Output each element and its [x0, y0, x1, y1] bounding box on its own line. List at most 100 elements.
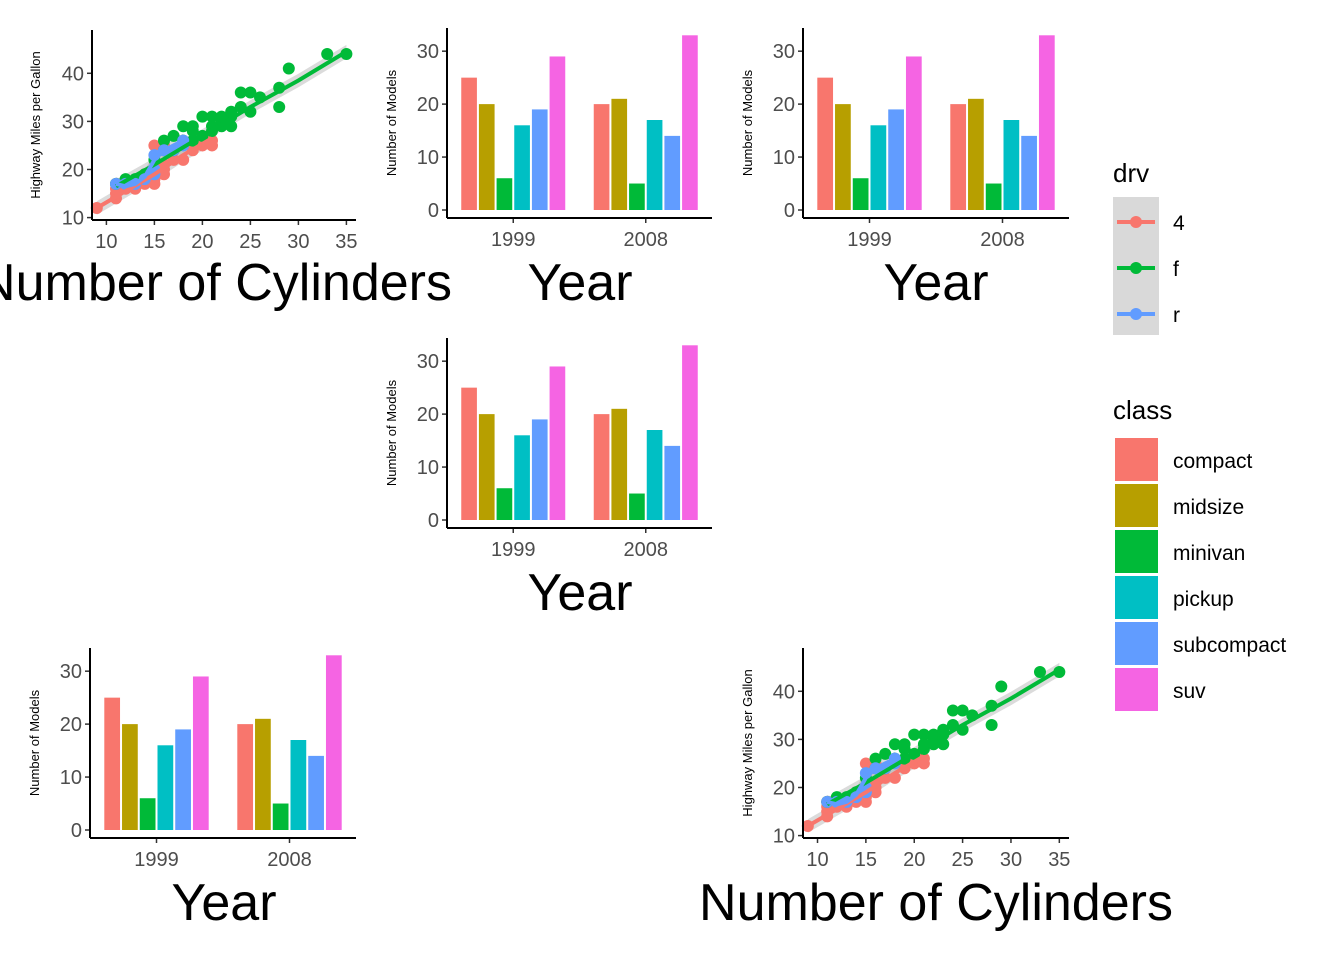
y-tick-label: 10	[773, 147, 795, 169]
bar-subcompact-1999	[888, 109, 904, 210]
x-tick-label: 15	[143, 231, 165, 253]
point-f	[1053, 666, 1066, 679]
point-4	[859, 757, 872, 770]
x-tick-label: 1999	[134, 849, 179, 871]
point-f	[985, 718, 998, 731]
bar-midsize-2008	[255, 718, 271, 830]
bar-subcompact-2008	[664, 445, 681, 520]
x-tick-label: 2008	[980, 229, 1025, 251]
bar-compact-2008	[593, 414, 610, 520]
bar-subcompact-1999	[531, 419, 548, 520]
bar-compact-1999	[461, 387, 477, 520]
x-tick-label: 30	[1000, 849, 1022, 871]
bar-midsize-2008	[611, 408, 628, 520]
bar-minivan-2008	[272, 803, 289, 830]
bar-pickup-1999	[514, 125, 530, 210]
x-tick-label: 20	[903, 849, 925, 871]
x-tick-label: 25	[239, 231, 261, 253]
point-4	[206, 134, 218, 147]
legend-class-label-suv: suv	[1173, 680, 1206, 703]
y-tick-label: 0	[784, 200, 795, 222]
bar-compact-2008	[237, 724, 254, 830]
x-tick-label: 20	[191, 231, 213, 253]
y-tick-label: 20	[417, 404, 439, 426]
legend-class-label-subcompact: subcompact	[1173, 634, 1286, 657]
y-tick-label: 20	[773, 94, 795, 116]
legend-class-key-suv	[1115, 668, 1158, 711]
bar-pickup-2008	[646, 430, 663, 520]
point-f	[234, 86, 247, 99]
y-axis-label: Number of Models	[27, 689, 42, 796]
y-tick-label: 20	[62, 159, 84, 181]
point-f	[244, 86, 257, 99]
x-tick-label: 25	[951, 849, 973, 871]
y-tick-label: 0	[71, 820, 82, 842]
y-tick-label: 30	[60, 661, 82, 683]
point-f	[206, 110, 218, 123]
point-f	[215, 110, 228, 123]
legend-class-label-pickup: pickup	[1173, 588, 1234, 611]
bar-suv-1999	[192, 676, 209, 830]
legend-drv-key-point-f	[1130, 262, 1142, 274]
y-axis-label: Highway Miles per Gallon	[28, 51, 43, 198]
bar-compact-1999	[817, 77, 834, 210]
bar-subcompact-2008	[308, 755, 324, 830]
bar-suv-2008	[1038, 35, 1055, 211]
bar-minivan-1999	[496, 488, 513, 520]
bar-compact-2008	[593, 104, 610, 210]
bar-pickup-1999	[514, 435, 530, 520]
x-tick-label: 1999	[491, 539, 536, 561]
scatter-chart-bottom-right: 10 20 30 40 10 15 20 25 30 35 Highway Miles per Ga…	[699, 648, 1173, 932]
legend-drv-key-point-4	[1130, 216, 1142, 228]
bar-compact-1999	[104, 697, 121, 830]
bar-suv-1999	[549, 366, 566, 520]
bar-minivan-1999	[496, 178, 513, 210]
y-axis-label: Highway Miles per Gallon	[740, 669, 755, 816]
bar-midsize-2008	[968, 98, 984, 210]
bar-midsize-1999	[835, 104, 851, 210]
legend-class-title: class	[1113, 395, 1173, 425]
point-f	[946, 704, 959, 717]
point-f	[167, 129, 180, 142]
bar-subcompact-2008	[1021, 135, 1037, 210]
y-tick-label: 10	[417, 457, 439, 479]
bar-chart-top-middle: 0 10 20 30 1999 2008 Number of Models Year	[384, 28, 712, 312]
point-f	[995, 680, 1008, 693]
legend-class-key-midsize	[1115, 484, 1158, 527]
y-tick-label: 40	[62, 63, 84, 85]
y-tick-label: 40	[773, 681, 795, 703]
point-f	[282, 62, 295, 75]
x-axis-label: Year	[883, 254, 988, 312]
x-axis-label: Year	[527, 254, 632, 312]
bar-chart-middle-center: 0 10 20 30 1999 2008 Number of Models Year	[384, 338, 712, 622]
y-tick-label: 20	[773, 777, 795, 799]
x-tick-label: 1999	[491, 229, 536, 251]
legend-class-label-minivan: minivan	[1173, 542, 1245, 565]
bar-pickup-2008	[646, 120, 663, 210]
scatter-chart-top-left: 10 20 30 40 10 15 20 25 30 35 Highway Miles per Ga…	[0, 30, 452, 312]
point-f	[177, 120, 190, 133]
point-f	[340, 48, 353, 61]
point-f	[908, 728, 921, 741]
point-4	[148, 139, 161, 152]
trend-line-4	[806, 754, 925, 828]
x-axis-label: Number of Cylinders	[0, 254, 452, 312]
x-tick-label: 35	[335, 231, 357, 253]
legend-drv-label-4: 4	[1173, 212, 1185, 235]
bar-suv-2008	[325, 655, 342, 830]
bar-subcompact-1999	[175, 729, 191, 830]
x-tick-label: 30	[287, 231, 309, 253]
bar-suv-2008	[682, 35, 698, 211]
x-tick-label: 10	[95, 231, 117, 253]
y-tick-label: 10	[60, 767, 82, 789]
x-axis-label: Year	[171, 874, 276, 932]
bar-compact-2008	[950, 104, 967, 210]
x-axis-label: Year	[527, 564, 632, 622]
x-tick-label: 10	[806, 849, 828, 871]
y-tick-label: 30	[417, 41, 439, 63]
bar-pickup-1999	[157, 745, 174, 830]
point-f	[321, 48, 334, 61]
bar-pickup-2008	[1003, 120, 1020, 210]
y-tick-label: 10	[62, 208, 84, 230]
